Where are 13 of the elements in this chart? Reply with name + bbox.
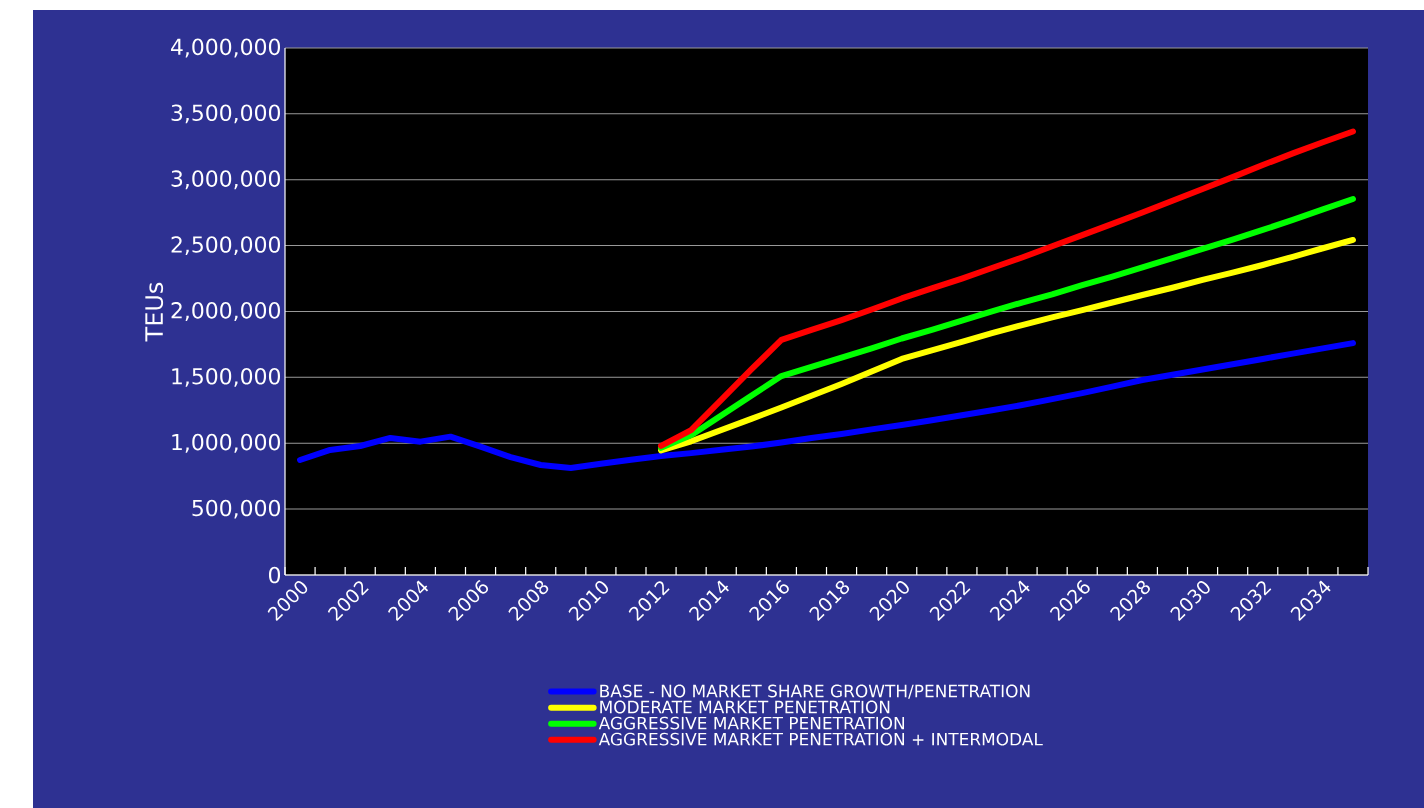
- y-tick-label: 2,500,000: [171, 236, 280, 256]
- y-tick-label: 3,000,000: [171, 170, 280, 190]
- y-tick-label: 1,500,000: [172, 367, 280, 387]
- y-tick-label: 1,000,000: [172, 433, 280, 453]
- legend-label: BASE - NO MARKET SHARE GROWTH/PENETRATION: [600, 684, 1030, 699]
- y-tick-label: 3,500,000: [171, 104, 280, 124]
- y-tick-label: 2,000,000: [171, 302, 280, 321]
- legend-label: MODERATE MARKET PENETRATION: [600, 700, 890, 714]
- legend-label: AGGRESSIVE MARKET PENETRATION: [598, 716, 905, 730]
- legend-label: AGGRESSIVE MARKET PENETRATION + INTERMODAL: [598, 732, 1043, 746]
- y-tick-label: 500,000: [192, 499, 280, 519]
- y-tick-label: 4,000,000: [171, 38, 280, 58]
- y-axis-title: TEUs: [145, 282, 164, 342]
